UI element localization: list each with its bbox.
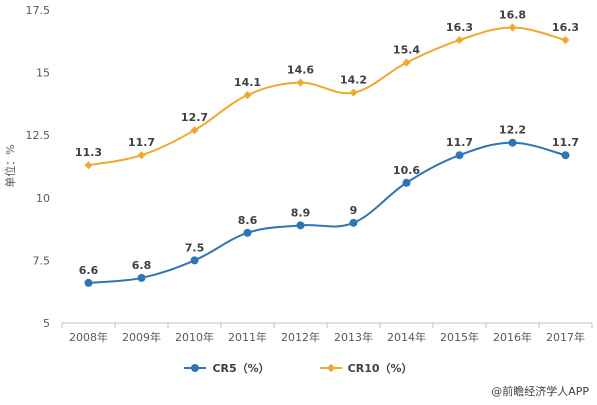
data-point-cr5	[137, 273, 146, 282]
data-point-cr10	[137, 151, 146, 160]
data-label-cr10: 15.4	[393, 44, 420, 57]
data-point-cr5	[190, 256, 199, 265]
data-point-cr5	[561, 151, 570, 160]
legend-swatch-cr10-icon	[319, 367, 342, 369]
data-label-cr5: 7.5	[185, 241, 205, 254]
series-line-cr5	[88, 141, 566, 284]
data-label-cr5: 11.7	[446, 136, 473, 149]
x-tick-label: 2011年	[228, 330, 267, 344]
data-point-cr5	[84, 278, 93, 287]
x-tick-label: 2010年	[175, 330, 214, 344]
series-layer	[84, 23, 570, 287]
y-axis: 5 7.5 10 12.5 15 17.5	[26, 4, 51, 330]
data-label-cr5: 12.2	[499, 124, 526, 137]
data-label-cr10: 16.3	[446, 21, 473, 34]
data-label-cr10: 14.2	[340, 74, 367, 87]
data-point-cr5	[296, 221, 305, 230]
data-point-cr10	[84, 161, 93, 170]
data-point-cr5	[455, 151, 464, 160]
data-label-cr5: 8.9	[291, 206, 311, 219]
series-line-cr10	[88, 26, 566, 167]
data-label-cr10: 11.7	[128, 136, 155, 149]
data-point-cr10	[243, 91, 252, 100]
y-tick-label: 15	[36, 67, 50, 80]
data-label-cr10: 14.1	[234, 76, 261, 89]
data-label-cr10: 12.7	[181, 111, 208, 124]
y-tick-label: 17.5	[26, 4, 51, 17]
legend: CR5（%） CR10（%）	[0, 360, 597, 376]
y-tick-label: 10	[36, 192, 50, 205]
x-tick-label: 2016年	[493, 330, 532, 344]
data-label-cr10: 16.3	[552, 21, 579, 34]
data-label-layer: 6.6 6.8 7.5 8.6 8.9 9 10.6 11.7 12.2 11.7 11.3 11.7…	[75, 9, 579, 277]
legend-item-cr10[interactable]: CR10（%）	[319, 360, 413, 376]
data-point-cr5	[349, 218, 358, 227]
data-point-cr10	[455, 36, 464, 45]
data-point-cr5	[402, 178, 411, 187]
data-point-cr10	[296, 78, 305, 87]
data-label-cr5: 9	[350, 204, 358, 217]
data-point-cr10	[508, 23, 517, 32]
data-point-cr10	[190, 126, 199, 135]
data-point-cr10	[349, 88, 358, 97]
data-label-cr5: 6.6	[79, 264, 99, 277]
data-point-cr5	[508, 138, 517, 147]
x-tick-label: 2014年	[387, 330, 426, 344]
data-label-cr10: 14.6	[287, 64, 314, 77]
x-axis: 2008年 2009年 2010年 2011年 2012年 2013年 2014年 2015年…	[61, 322, 593, 344]
y-tick-label: 5	[43, 317, 50, 330]
legend-label-cr10: CR10（%）	[347, 362, 413, 375]
x-tick-label: 2015年	[440, 330, 479, 344]
data-label-cr10: 16.8	[499, 9, 526, 22]
data-label-cr5: 11.7	[552, 136, 579, 149]
data-point-cr5	[243, 228, 252, 237]
x-tick-label: 2012年	[281, 330, 320, 344]
data-point-cr10	[402, 58, 411, 67]
legend-swatch-cr5-icon	[184, 364, 207, 372]
x-tick-label: 2008年	[69, 330, 108, 344]
data-point-cr10	[561, 36, 570, 45]
data-label-cr10: 11.3	[75, 146, 102, 159]
x-tick-label: 2017年	[546, 330, 585, 344]
data-label-cr5: 10.6	[393, 164, 420, 177]
legend-label-cr5: CR5（%）	[212, 362, 270, 375]
source-credit: @前瞻经济学人APP	[491, 385, 589, 398]
x-tick-label: 2009年	[122, 330, 161, 344]
y-axis-title: 单位：%	[3, 144, 17, 187]
y-tick-label: 7.5	[33, 254, 51, 267]
data-label-cr5: 8.6	[238, 214, 258, 227]
legend-item-cr5[interactable]: CR5（%）	[184, 360, 270, 376]
data-label-cr5: 6.8	[132, 259, 152, 272]
y-tick-label: 12.5	[26, 129, 51, 142]
x-tick-label: 2013年	[334, 330, 373, 344]
